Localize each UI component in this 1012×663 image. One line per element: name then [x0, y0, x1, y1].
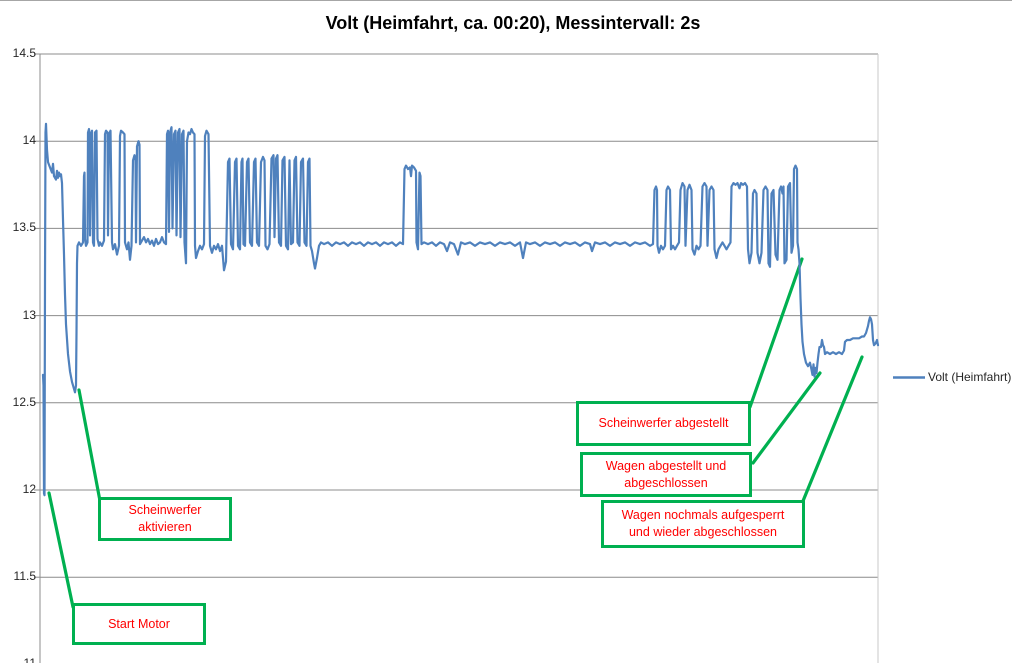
y-axis-label-0: 14.5 [12, 46, 36, 60]
callout-line-wagen-nochmals [801, 355, 864, 503]
callout-line-scheinwerfer-abgestellt [748, 257, 804, 409]
annotation-text: und wieder abgeschlossen [628, 525, 778, 539]
y-axis-label-1: 14 [22, 133, 36, 148]
callout-line-scheinwerfer-aktivieren [77, 388, 102, 503]
legend-label: Volt (Heimfahrt) [928, 370, 1012, 384]
annotation-scheinwerfer-aktivieren: Scheinwerfer aktivieren [98, 497, 232, 541]
annotation-text: Scheinwerfer [128, 503, 202, 517]
y-axis-label-6: 11.5 [13, 569, 36, 584]
y-axis-label-2: 13.5 [12, 220, 36, 235]
y-axis-label-3: 13 [22, 307, 36, 322]
series-line-volt [41, 122, 880, 497]
annotation-text: aktivieren [138, 520, 192, 534]
annotation-text: Wagen abgestellt und [605, 458, 727, 473]
chart-title: Volt (Heimfahrt, ca. 00:20), Messinterva… [325, 13, 701, 33]
annotation-start-motor: Start Motor [72, 603, 206, 645]
y-axis-label-4: 12.5 [12, 394, 36, 409]
annotation-wagen-abgestellt: Wagen abgestellt und abgeschlossen [580, 452, 752, 497]
callout-line-start-motor [47, 491, 75, 609]
annotation-text: Scheinwerfer abgestellt [598, 416, 729, 430]
y-axis-label-7: 11 [4, 656, 36, 663]
annotation-text: Start Motor [108, 616, 170, 631]
callout-line-wagen-abgestellt [751, 371, 822, 465]
annotation-text: abgeschlossen [624, 475, 708, 490]
annotation-scheinwerfer-abgestellt: Scheinwerfer abgestellt [576, 401, 751, 446]
annotation-text: Wagen nochmals aufgesperrt [621, 508, 785, 522]
y-axis-label-5: 12 [22, 482, 36, 496]
annotation-wagen-nochmals: Wagen nochmals aufgesperrt und wieder ab… [601, 500, 805, 548]
